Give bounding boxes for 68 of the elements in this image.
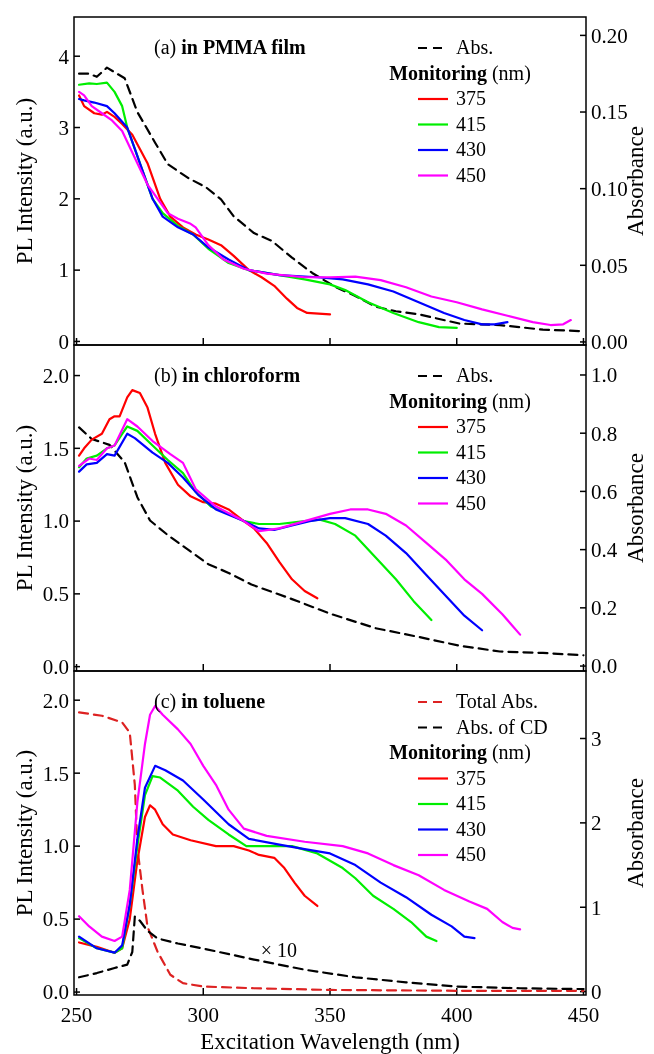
y-axis-title: PL Intensity (a.u.) [12,749,37,917]
text: (b) in chloroform [154,364,301,387]
y2-tick-label: 0.20 [591,23,628,48]
y2-tick-label: 3 [591,726,602,751]
y2-axis-title: Absorbance [623,453,648,563]
legend-label: 450 [456,491,486,514]
y-tick-label: 0.5 [42,582,69,607]
x-tick-label: 300 [187,1003,220,1027]
y2-tick-label: 1.0 [591,363,618,388]
y-tick-label: 2.0 [42,363,69,388]
y-tick-label: 1.5 [42,761,69,786]
line-series [77,389,319,600]
y-tick-label: 1.5 [42,436,69,461]
legend-label: 375 [456,87,486,109]
line-series [77,418,522,636]
y-tick-label: 0.0 [42,654,69,679]
y-tick-label: 0.0 [42,980,69,1005]
legend-label: Abs. [456,36,494,58]
legend-title: Monitoring (nm) [389,61,531,85]
x-tick-label: 400 [440,1003,473,1027]
legend-label: 430 [456,466,486,488]
y-tick-label: 2.0 [42,688,69,713]
y2-tick-label: 0.6 [591,479,618,504]
text: (c) in toluene [154,690,266,713]
legend-label: 415 [456,440,486,463]
y-tick-label: 1.0 [42,509,69,534]
annotation: × 10 [260,939,297,961]
y2-tick-label: 0.4 [591,537,618,562]
y-tick-label: 0 [58,329,69,354]
legend-label: 430 [456,817,486,840]
legend-label: Abs. of CD [456,715,548,738]
legend-label: 415 [456,792,486,814]
y-tick-label: 4 [58,44,70,69]
y2-tick-label: 0.0 [591,654,618,679]
legend-label: 375 [456,766,486,789]
y-tick-label: 1 [58,258,69,283]
y2-tick-label: 0.2 [591,596,618,621]
y-axis-title: PL Intensity (a.u.) [12,97,37,265]
legend-title: Monitoring (nm) [389,389,531,413]
y-tick-label: 0.5 [42,907,69,932]
line-series [77,432,484,632]
y2-axis-title: Absorbance [623,778,648,888]
x-tick-label: 450 [567,1003,600,1027]
y-tick-label: 3 [58,115,69,140]
y2-tick-label: 1 [591,895,602,920]
y2-tick-label: 0.8 [591,421,618,446]
legend-label: 450 [456,843,486,865]
x-axis-title: Excitation Wavelength (nm) [200,1029,460,1054]
y-tick-label: 2 [58,187,69,212]
x-tick-label: 350 [314,1003,346,1027]
y2-tick-label: 0.05 [591,253,628,278]
y2-tick-label: 0.00 [591,330,628,355]
y2-tick-label: 0.15 [591,100,628,125]
y-axis-title: PL Intensity (a.u.) [12,424,37,592]
legend-label: 415 [456,112,486,135]
y-tick-label: 1.0 [42,834,69,859]
legend-label: Abs. [456,364,494,386]
line-series [77,94,332,316]
legend-label: 450 [456,163,486,186]
legend-label: 375 [456,415,486,437]
y2-tick-label: 2 [591,811,602,836]
legend-label: Total Abs. [456,690,538,712]
y2-tick-label: 0 [591,979,602,1004]
x-tick-label: 250 [60,1003,93,1027]
text: (a) in PMMA film [154,36,306,59]
line-series [77,711,585,992]
legend-title: Monitoring (nm) [389,741,531,764]
legend-label: 430 [456,138,486,160]
